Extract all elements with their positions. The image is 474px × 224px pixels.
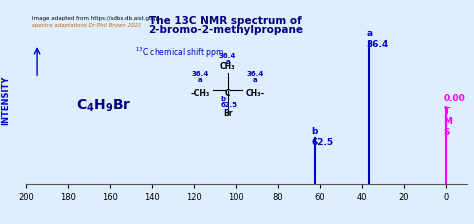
Text: 36.4: 36.4 xyxy=(366,40,389,49)
Text: 36.4: 36.4 xyxy=(246,71,264,77)
Text: M: M xyxy=(443,117,452,126)
Text: 62.5: 62.5 xyxy=(311,138,334,146)
Text: The 13C NMR spectrum of: The 13C NMR spectrum of xyxy=(149,16,302,26)
Text: 62.5: 62.5 xyxy=(220,102,237,108)
Text: b: b xyxy=(220,96,225,102)
Text: S: S xyxy=(443,128,450,137)
Text: $^{13}$C chemical shift ppm: $^{13}$C chemical shift ppm xyxy=(135,45,224,60)
Text: CH₃: CH₃ xyxy=(220,62,235,71)
Text: Br: Br xyxy=(223,109,232,118)
Text: INTENSITY: INTENSITY xyxy=(1,76,10,125)
Text: a: a xyxy=(253,77,257,83)
Text: T: T xyxy=(443,107,450,116)
Text: a: a xyxy=(225,59,230,65)
Text: 2-bromo-2-methylpropane: 2-bromo-2-methylpropane xyxy=(148,25,303,35)
Text: 36.4: 36.4 xyxy=(191,71,209,77)
Text: –CH₃: –CH₃ xyxy=(191,88,210,97)
Text: C: C xyxy=(225,88,230,97)
Text: $\bf{C_4H_9Br}$: $\bf{C_4H_9Br}$ xyxy=(76,98,132,114)
Text: a: a xyxy=(198,77,202,83)
Text: spectra adaptations Dr Phil Brown 2021: spectra adaptations Dr Phil Brown 2021 xyxy=(32,23,142,28)
Text: 0.00: 0.00 xyxy=(443,94,465,103)
Text: 36.4: 36.4 xyxy=(219,53,236,59)
Text: Image adapted from https://sdbs.db.aist.go.jp: Image adapted from https://sdbs.db.aist.… xyxy=(32,16,159,21)
Text: b: b xyxy=(311,127,318,136)
Text: a: a xyxy=(366,29,373,38)
Text: CH₃–: CH₃– xyxy=(245,88,264,97)
